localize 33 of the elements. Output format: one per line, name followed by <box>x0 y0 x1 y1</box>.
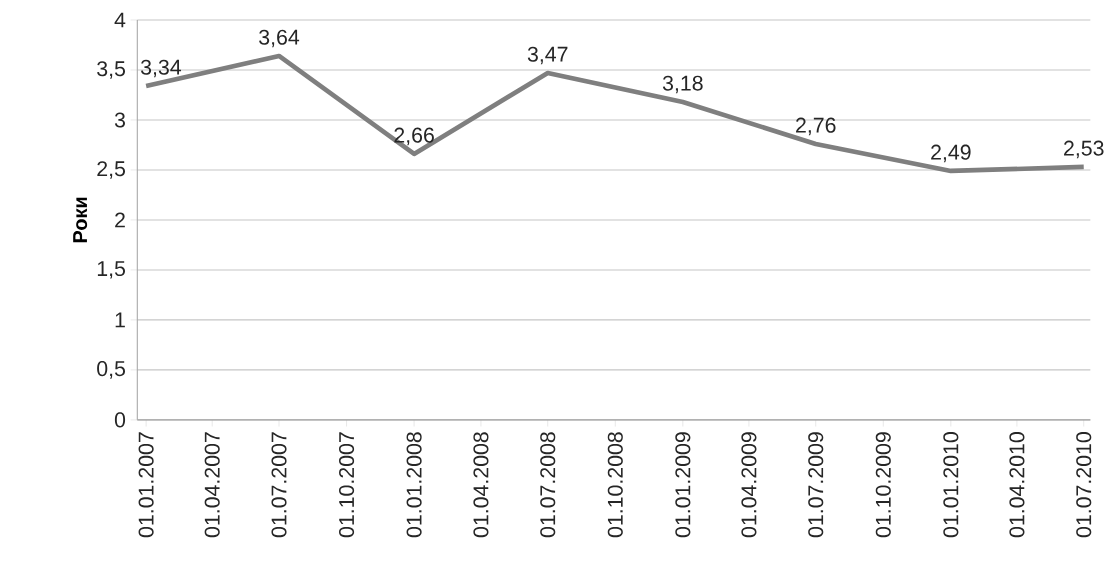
x-tick-label: 01.10.2008 <box>607 432 623 538</box>
data-label: 2,53 <box>1064 140 1104 159</box>
data-label: 3,64 <box>259 29 300 48</box>
y-tick-label: 4 <box>114 12 126 28</box>
y-axis-title: Роки <box>73 197 88 243</box>
y-tick-label: 3 <box>114 112 125 128</box>
x-tick-label: 01.07.2008 <box>540 432 556 538</box>
x-tick-label: 01.07.2009 <box>808 432 824 538</box>
y-tick-label: 3,5 <box>97 61 126 79</box>
x-tick-label: 01.01.2010 <box>943 432 959 538</box>
y-tick-label: 2,5 <box>97 161 126 179</box>
x-tick-label: 01.10.2009 <box>875 432 891 538</box>
data-label: 2,49 <box>931 144 971 163</box>
x-tick-label: 01.07.2010 <box>1076 432 1092 538</box>
x-tick-label: 01.04.2007 <box>204 432 220 538</box>
y-tick-label: 0,5 <box>97 361 126 379</box>
x-tick-label: 01.04.2008 <box>473 432 489 538</box>
x-tick-label: 01.04.2010 <box>1009 432 1025 538</box>
x-tick-label: 01.10.2007 <box>339 432 355 538</box>
x-tick-label: 01.01.2007 <box>138 432 154 538</box>
y-tick-label: 1,5 <box>97 261 126 279</box>
x-tick-label: 01.04.2009 <box>741 432 757 538</box>
y-tick-label: 2 <box>115 212 125 228</box>
data-label: 3,18 <box>662 75 703 94</box>
x-tick-label: 01.01.2008 <box>406 432 422 538</box>
data-label: 2,66 <box>394 127 434 146</box>
y-tick-label: 0 <box>114 412 126 428</box>
y-tick-label: 1 <box>115 312 125 328</box>
data-label: 3,34 <box>140 59 182 78</box>
data-label: 2,76 <box>796 117 836 136</box>
x-tick-label: 01.07.2007 <box>271 432 287 538</box>
x-tick-label: 01.01.2009 <box>675 432 691 538</box>
data-label: 3,47 <box>527 46 568 65</box>
